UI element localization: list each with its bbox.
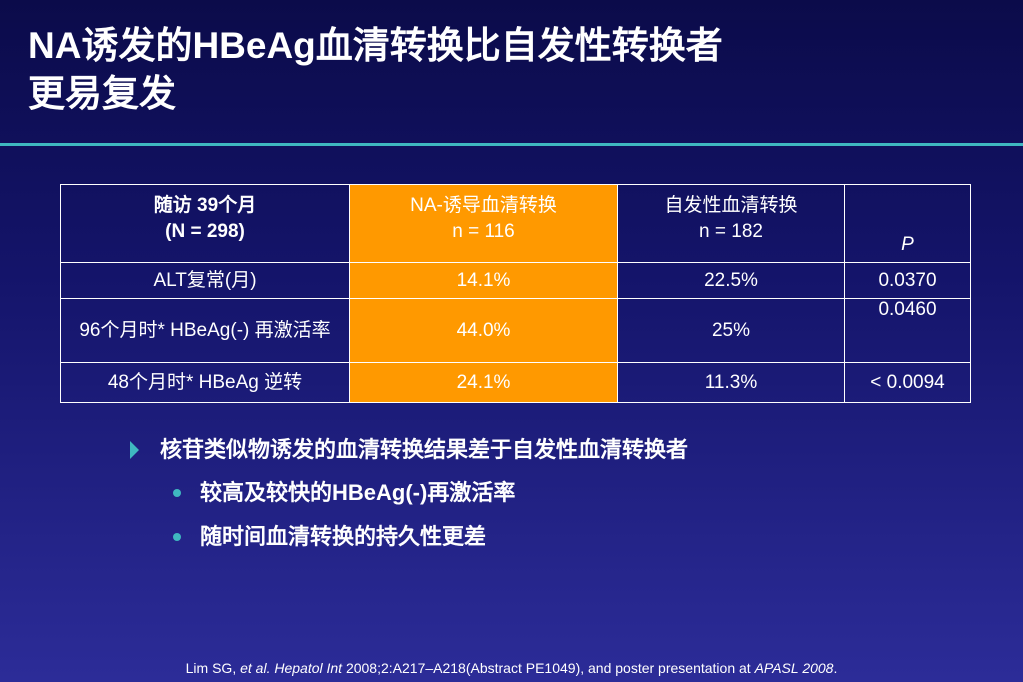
bullet-main: 核苷类似物诱发的血清转换结果差于自发性血清转换者 <box>128 434 988 466</box>
header-spont-line2: n = 182 <box>699 221 763 242</box>
na-value: 44.0% <box>349 298 618 363</box>
citation-details: 2008;2:A217–A218(Abstract PE1049), and p… <box>342 660 755 676</box>
dot-icon <box>173 489 181 497</box>
spont-value: 22.5% <box>617 262 845 299</box>
header-p-value: P <box>844 184 971 263</box>
header-visit-line1: 随访 39个月 <box>153 195 257 216</box>
table-row: 48个月时* HBeAg 逆转 24.1% 11.3% < 0.0094 <box>60 362 971 403</box>
header-spontaneous: 自发性血清转换 n = 182 <box>617 184 845 263</box>
comparison-table: 随访 39个月 (N = 298) NA-诱导血清转换 n = 116 自发性血… <box>60 184 971 403</box>
dot-icon <box>173 533 181 541</box>
sub-bullet-text: 随时间血清转换的持久性更差 <box>200 524 487 549</box>
title-line-1: NA诱发的HBeAg血清转换比自发性转换者 <box>28 25 723 66</box>
table-row: 96个月时* HBeAg(-) 再激活率 44.0% 25% 0.0460 <box>60 298 971 363</box>
p-value: < 0.0094 <box>844 362 971 403</box>
bullet-main-text: 核苷类似物诱发的血清转换结果差于自发性血清转换者 <box>160 437 689 462</box>
na-value: 24.1% <box>349 362 618 403</box>
row-label: ALT复常(月) <box>60 262 350 299</box>
citation: Lim SG, et al. Hepatol Int 2008;2:A217–A… <box>0 660 1023 676</box>
table-header-row: 随访 39个月 (N = 298) NA-诱导血清转换 n = 116 自发性血… <box>60 184 971 263</box>
title-divider <box>0 143 1023 146</box>
table-row: ALT复常(月) 14.1% 22.5% 0.0370 <box>60 262 971 299</box>
p-value: 0.0460 <box>844 298 971 363</box>
header-na-line2: n = 116 <box>452 221 515 242</box>
slide-title: NA诱发的HBeAg血清转换比自发性转换者 更易复发 <box>28 22 988 118</box>
header-visit-line2: (N = 298) <box>165 221 245 242</box>
title-line-2: 更易复发 <box>28 73 176 114</box>
p-value: 0.0370 <box>844 262 971 299</box>
spont-value: 25% <box>617 298 845 363</box>
citation-conference: APASL 2008 <box>754 660 834 676</box>
row-label: 48个月时* HBeAg 逆转 <box>60 362 350 403</box>
na-value: 14.1% <box>349 262 618 299</box>
sub-bullet-item: 随时间血清转换的持久性更差 <box>172 521 988 553</box>
bullet-list: 核苷类似物诱发的血清转换结果差于自发性血清转换者 较高及较快的HBeAg(-)再… <box>128 434 988 565</box>
triangle-arrow-icon <box>130 441 139 459</box>
header-spont-line1: 自发性血清转换 <box>664 195 798 216</box>
spont-value: 11.3% <box>617 362 845 403</box>
citation-journal: et al. Hepatol Int <box>240 660 343 676</box>
sub-bullet-item: 较高及较快的HBeAg(-)再激活率 <box>172 477 988 509</box>
sub-bullet-list: 较高及较快的HBeAg(-)再激活率 随时间血清转换的持久性更差 <box>128 477 988 553</box>
header-visit: 随访 39个月 (N = 298) <box>60 184 350 263</box>
citation-end: . <box>833 660 838 676</box>
header-na-induced: NA-诱导血清转换 n = 116 <box>349 184 618 263</box>
row-label: 96个月时* HBeAg(-) 再激活率 <box>60 298 350 363</box>
header-na-line1: NA-诱导血清转换 <box>410 195 557 216</box>
sub-bullet-text: 较高及较快的HBeAg(-)再激活率 <box>200 480 516 505</box>
citation-authors: Lim SG, <box>185 660 241 676</box>
